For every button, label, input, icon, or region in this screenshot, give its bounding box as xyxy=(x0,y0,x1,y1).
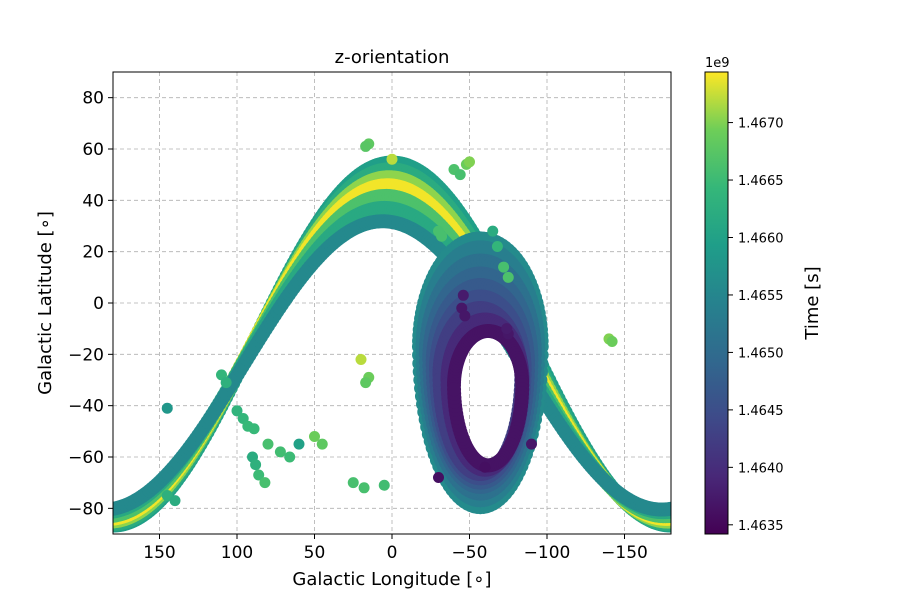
y-axis-label: Galactic Latitude [∘] xyxy=(35,211,56,395)
scatter-point xyxy=(479,461,491,473)
scatter-point xyxy=(347,477,359,489)
scatter-point xyxy=(360,140,372,152)
y-tick-label: −80 xyxy=(68,499,104,519)
y-tick-label: −20 xyxy=(68,345,104,365)
scatter-point xyxy=(526,438,537,450)
scatter-point xyxy=(253,469,265,481)
y-tick-label: 40 xyxy=(82,191,104,211)
x-tick-label: 150 xyxy=(143,543,175,563)
colorbar-tick-label: 1.4665 xyxy=(738,174,784,189)
scatter-point xyxy=(436,230,448,242)
y-tick-label: 80 xyxy=(82,89,104,109)
scatter-point xyxy=(487,225,499,237)
scatter-point xyxy=(454,169,466,181)
colorbar-ticks: 1.4635 1.4640 1.4645 1.4650 1.4655 1.4660 1.46… xyxy=(728,117,784,534)
scatter-points xyxy=(113,138,671,533)
scatter-point xyxy=(161,402,173,414)
scatter-point xyxy=(355,353,367,365)
scatter-point xyxy=(161,490,173,501)
x-axis-ticks: 150 100 50 0 −50 −100 −150 xyxy=(143,534,648,563)
x-tick-label: −50 xyxy=(452,543,488,563)
scatter-point xyxy=(309,430,320,442)
y-tick-label: 0 xyxy=(93,294,104,314)
y-axis-ticks: 80 60 40 20 0 −20 −40 −60 −80 xyxy=(68,89,113,519)
x-tick-label: 0 xyxy=(387,543,398,563)
scatter-point xyxy=(447,382,462,397)
x-tick-label: 100 xyxy=(221,543,253,563)
scatter-point xyxy=(358,482,370,494)
scatter-point xyxy=(502,271,514,283)
y-tick-label: 20 xyxy=(82,243,104,263)
y-tick-label: 60 xyxy=(82,140,104,160)
scatter-point xyxy=(250,459,262,471)
scatter-point xyxy=(459,310,471,322)
x-axis-label: Galactic Longitude [∘] xyxy=(292,569,491,590)
scatter-point xyxy=(491,241,503,253)
colorbar: 1.4635 1.4640 1.4645 1.4650 1.4655 1.4660 1.46… xyxy=(704,56,823,535)
scatter-point xyxy=(316,438,328,450)
colorbar-tick-label: 1.4635 xyxy=(738,519,784,534)
colorbar-tick-label: 1.4650 xyxy=(738,346,784,361)
scatter-point xyxy=(378,479,390,491)
scatter-point xyxy=(501,323,513,335)
colorbar-gradient xyxy=(704,71,729,535)
colorbar-tick-label: 1.4655 xyxy=(738,289,784,304)
x-tick-label: −100 xyxy=(524,543,571,563)
scatter-point xyxy=(457,289,469,301)
scatter-point xyxy=(248,423,260,435)
scatter-point xyxy=(259,477,271,489)
scatter-point xyxy=(262,438,274,450)
scatter-point xyxy=(169,495,181,507)
y-tick-label: −40 xyxy=(68,397,104,417)
scatter-point xyxy=(665,501,671,516)
scatter-point xyxy=(231,405,243,417)
scatter-point xyxy=(386,153,398,165)
colorbar-tick-label: 1.4670 xyxy=(738,117,784,132)
scatter-point xyxy=(433,472,444,484)
colorbar-tick-label: 1.4660 xyxy=(738,231,784,246)
x-tick-label: 50 xyxy=(304,543,326,563)
colorbar-label: Time [s] xyxy=(802,266,823,340)
colorbar-tick-label: 1.4640 xyxy=(738,461,784,476)
colorbar-offset-label: 1e9 xyxy=(705,56,730,71)
loop-series-8 xyxy=(447,324,530,473)
scatter-point xyxy=(464,156,475,168)
scatter-point xyxy=(498,261,510,273)
isolated-points xyxy=(161,138,618,507)
scatter-point xyxy=(360,377,372,389)
scatter-point xyxy=(606,336,618,347)
y-tick-label: −60 xyxy=(68,448,104,468)
chart-title: z-orientation xyxy=(335,47,450,68)
scatter-point xyxy=(293,438,305,450)
x-tick-label: −150 xyxy=(601,543,648,563)
scatter-point xyxy=(284,451,296,463)
scatter-point xyxy=(220,377,232,389)
colorbar-tick-label: 1.4645 xyxy=(738,404,784,419)
scatter-point xyxy=(274,446,286,458)
